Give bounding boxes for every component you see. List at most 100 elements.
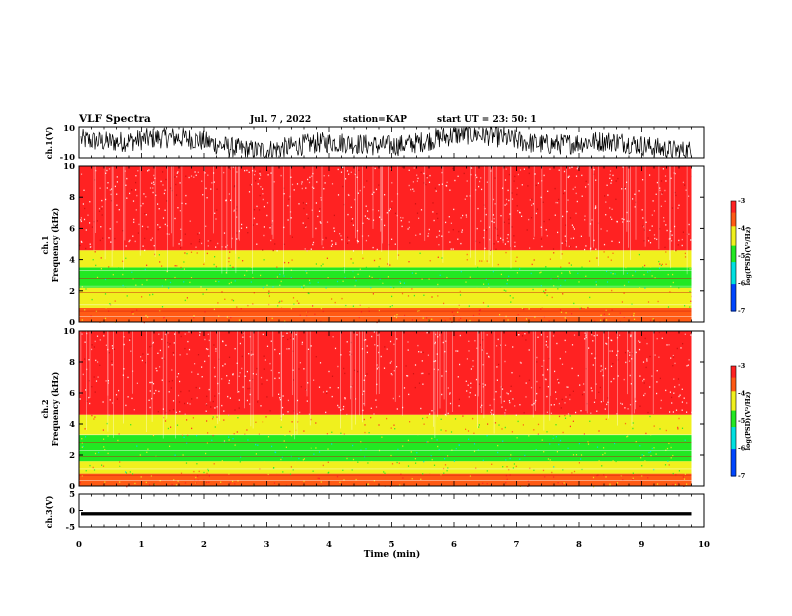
ch2-spectrogram-speckle xyxy=(112,347,114,350)
ch1-spectrogram-speckle xyxy=(678,239,680,242)
ch1-spectrogram-speckle xyxy=(689,268,691,270)
ch1-spectrogram-speckle xyxy=(352,224,354,226)
ch1-spectrogram-speckle xyxy=(625,266,627,269)
ch1-spectrogram-speckle xyxy=(649,174,651,176)
ch2-spectrogram-speckle xyxy=(514,437,516,439)
ch1-spectrogram-speckle xyxy=(131,311,133,314)
ch1-spectrogram-speckle xyxy=(511,198,514,200)
ch1-spectrogram-speckle xyxy=(411,319,413,321)
ch2-spectrogram-speckle xyxy=(496,345,498,347)
ch1-spectrogram-speckle xyxy=(607,194,609,196)
ch1-spectrogram-speckle xyxy=(438,244,440,246)
ch2-colorbar-color-step xyxy=(731,432,736,436)
ch2-spectrogram-speckle xyxy=(453,471,455,473)
ch2-spectrogram-speckle xyxy=(355,478,357,481)
ch2-spectrogram-speckle xyxy=(493,413,495,416)
ch1-spectrogram-speckle xyxy=(101,214,103,216)
ch2-spectrogram-speckle xyxy=(504,344,507,346)
ch1-spectrogram-speckle xyxy=(132,235,134,237)
ch1-spectrogram-speckle xyxy=(539,272,541,274)
ch2-spectrogram-speckle xyxy=(125,404,127,407)
ch1-spectrogram-speckle xyxy=(436,213,438,215)
ch1-spectrogram-speckle xyxy=(514,245,516,248)
ch1-spectrogram-speckle xyxy=(513,180,515,182)
ch2-spectrogram-speckle xyxy=(674,386,676,388)
ch2-spectrogram-speckle xyxy=(337,404,339,407)
ch1-spectrogram-speckle xyxy=(675,194,677,197)
ch1-spectrogram-speckle xyxy=(157,203,159,205)
ch1-spectrogram-speckle xyxy=(605,214,607,216)
ch1-spectrogram-speckle xyxy=(180,247,182,249)
ch2-spectrogram-speckle xyxy=(644,424,646,427)
ch2-spectrogram-speckle xyxy=(418,351,420,353)
ch1-spectrogram-speckle xyxy=(619,302,621,305)
ch2-spectrogram-speckle xyxy=(396,366,398,368)
ch1-spectrogram-speckle xyxy=(114,300,116,302)
ch1-spectrogram-speckle xyxy=(149,273,152,275)
ch1-spectrogram-speckle xyxy=(459,294,462,296)
ch2-spectrogram-speckle xyxy=(294,461,297,463)
ch2-spectrogram-speckle xyxy=(623,378,625,381)
ch2-spectrogram-speckle xyxy=(404,475,406,477)
ch1-spectrogram-speckle xyxy=(584,254,586,256)
ch2-spectrogram-speckle xyxy=(289,337,292,339)
ch2-spectrogram-speckle xyxy=(343,433,345,435)
ch2-spectrogram-speckle xyxy=(199,334,201,336)
ch1-spectrogram-speckle xyxy=(111,188,113,190)
ch1-spectrogram-speckle xyxy=(193,176,195,178)
ch2-spectrogram-speckle xyxy=(134,482,136,485)
ch2-spectrogram-speckle xyxy=(358,478,360,480)
ch2-spectrogram-speckle xyxy=(295,428,297,431)
ch1-spectrogram-speckle xyxy=(88,276,90,278)
ch1-spectrogram-speckle xyxy=(378,184,380,186)
ch2-spectrogram-speckle xyxy=(509,462,512,464)
ch2-colorbar-tick-label: -4 xyxy=(738,390,746,398)
ch1-spectrogram-speckle xyxy=(388,209,390,212)
ch1-spectrogram-speckle xyxy=(609,317,611,319)
ch2-spectrogram-speckle xyxy=(616,413,618,415)
ch1-spectrogram-speckle xyxy=(341,297,343,300)
ch2-spectrogram-speckle xyxy=(93,418,95,420)
ch2-spectrogram-speckle xyxy=(90,469,92,471)
ch1-spectrogram-speckle xyxy=(480,220,482,222)
ch2-spectrogram-speckle xyxy=(469,475,471,477)
ch2-spectrogram-speckle xyxy=(107,380,109,382)
ch2-spectrogram-speckle xyxy=(511,372,513,374)
ch2-spectrogram-speckle xyxy=(239,342,241,345)
ch2-spectrogram-speckle xyxy=(686,483,688,485)
ch2-spectrogram-speckle xyxy=(421,360,423,362)
ch1-spectrogram-speckle xyxy=(399,282,402,284)
ch2-spectrogram-ytick-label: 2 xyxy=(69,451,75,461)
ch2-spectrogram-speckle xyxy=(437,465,439,467)
ch1-spectrogram-speckle xyxy=(483,237,485,239)
ch2-spectrogram-speckle xyxy=(212,416,214,418)
ch1-spectrogram-speckle xyxy=(153,181,155,183)
ch1-spectrogram-speckle xyxy=(171,303,174,305)
ch1-spectrogram-speckle xyxy=(425,183,427,186)
ch2-spectrogram-speckle xyxy=(386,417,388,420)
ch1-spectrogram-speckle xyxy=(234,280,236,282)
ch1-spectrogram-speckle xyxy=(489,226,491,228)
ch3-waveform-ylabel: ch.3(V) xyxy=(44,495,54,528)
ch2-spectrogram-speckle xyxy=(657,469,659,471)
ch1-spectrogram-speckle xyxy=(218,280,220,283)
ch2-spectrogram-speckle xyxy=(157,411,159,413)
ch2-spectrogram-speckle xyxy=(313,379,315,381)
ch1-spectrogram-speckle xyxy=(689,290,691,293)
ch2-spectrogram-speckle xyxy=(155,389,157,392)
ch1-spectrogram-speckle xyxy=(269,227,271,229)
ch1-spectrogram-speckle xyxy=(186,273,188,276)
ch1-spectrogram-speckle xyxy=(540,196,542,199)
ch1-spectrogram-speckle xyxy=(427,232,430,235)
ch2-spectrogram-speckle xyxy=(510,454,512,456)
ch2-spectrogram-speckle xyxy=(420,372,423,375)
ch1-spectrogram-speckle xyxy=(589,254,591,256)
ch2-colorbar-color-step xyxy=(731,443,736,447)
ch1-spectrogram-speckle xyxy=(389,306,391,308)
ch1-spectrogram-speckle xyxy=(450,222,452,224)
ch1-spectrogram-speckle xyxy=(96,276,99,279)
ch1-spectrogram-speckle xyxy=(546,235,548,237)
ch1-spectrogram-speckle xyxy=(323,175,325,177)
ch2-spectrogram-speckle xyxy=(611,417,613,419)
ch1-spectrogram-speckle xyxy=(472,254,474,256)
